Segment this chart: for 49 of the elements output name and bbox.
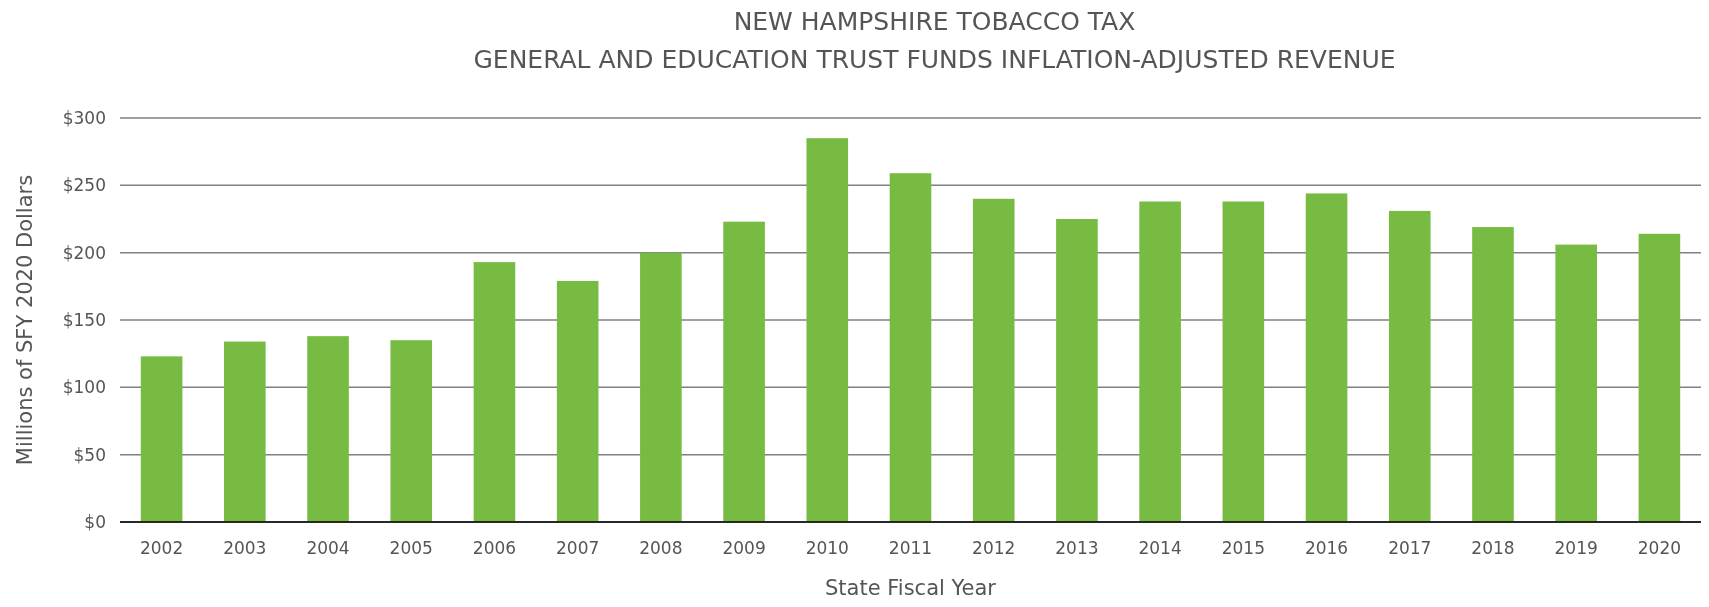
y-axis-title: Millions of SFY 2020 Dollars bbox=[13, 174, 37, 466]
x-tick-label: 2003 bbox=[223, 538, 267, 558]
y-tick-label: $300 bbox=[62, 107, 106, 128]
bar bbox=[307, 336, 349, 522]
chart-title: NEW HAMPSHIRE TOBACCO TAX bbox=[733, 7, 1136, 36]
x-tick-label: 2002 bbox=[139, 538, 184, 558]
bar bbox=[1222, 201, 1265, 522]
x-tick-label: 2019 bbox=[1554, 538, 1598, 558]
x-axis-title: State Fiscal Year bbox=[825, 576, 997, 600]
y-tick-label: $250 bbox=[62, 175, 106, 196]
x-tick-label: 2015 bbox=[1221, 538, 1265, 558]
x-tick-label: 2006 bbox=[472, 538, 517, 558]
bar bbox=[723, 221, 765, 522]
bar bbox=[556, 280, 599, 522]
y-tick-label: $0 bbox=[84, 511, 106, 532]
y-tick-label: $200 bbox=[62, 242, 106, 263]
x-tick-label: 2013 bbox=[1055, 538, 1099, 558]
x-tick-label: 2016 bbox=[1304, 538, 1349, 558]
bar bbox=[806, 138, 849, 522]
bar bbox=[473, 262, 516, 522]
bar bbox=[1305, 193, 1348, 522]
bar bbox=[1555, 244, 1597, 522]
bar bbox=[140, 356, 183, 522]
x-tick-label: 2009 bbox=[722, 538, 766, 558]
x-tick-label: 2004 bbox=[306, 538, 350, 558]
chart-subtitle: GENERAL AND EDUCATION TRUST FUNDS INFLATION-ADJUSTED REVENUE bbox=[473, 45, 1396, 74]
x-tick-label: 2008 bbox=[639, 538, 683, 558]
x-tick-label: 2014 bbox=[1138, 538, 1182, 558]
bar bbox=[1139, 201, 1181, 522]
x-tick-label: 2012 bbox=[972, 538, 1016, 558]
bar bbox=[1472, 227, 1514, 522]
y-tick-label: $50 bbox=[73, 444, 106, 465]
bar bbox=[1056, 219, 1098, 522]
y-tick-label: $150 bbox=[62, 309, 106, 330]
bar bbox=[390, 340, 433, 522]
bar bbox=[1388, 210, 1431, 522]
x-tick-label: 2011 bbox=[888, 538, 933, 558]
bar bbox=[640, 252, 682, 522]
y-tick-label: $100 bbox=[62, 377, 106, 398]
x-tick-label: 2020 bbox=[1637, 538, 1682, 558]
bar bbox=[889, 173, 932, 522]
x-tick-label: 2007 bbox=[556, 538, 600, 558]
x-tick-label: 2005 bbox=[389, 538, 433, 558]
bar bbox=[972, 198, 1015, 522]
bar bbox=[1638, 233, 1681, 522]
x-tick-label: 2017 bbox=[1388, 538, 1432, 558]
x-tick-label: 2010 bbox=[805, 538, 849, 558]
x-tick-label: 2018 bbox=[1471, 538, 1515, 558]
bar bbox=[224, 341, 266, 522]
